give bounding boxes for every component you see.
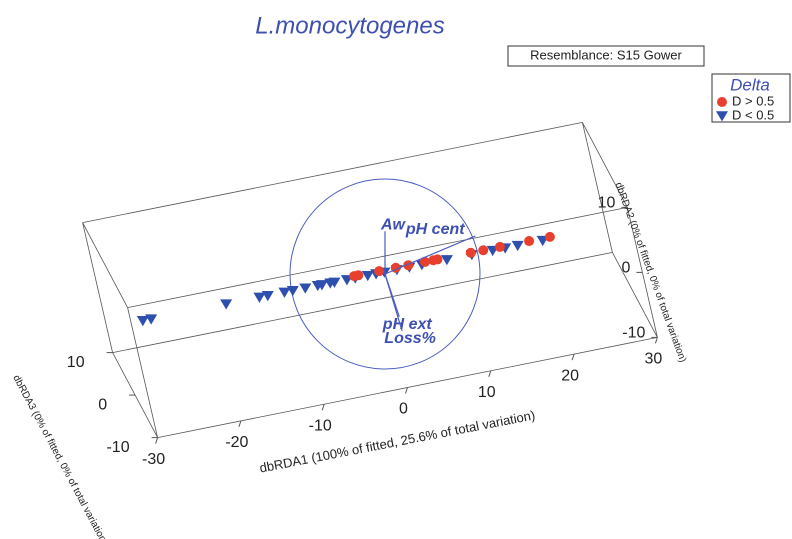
y-tick-label: -10 bbox=[622, 325, 645, 342]
point bbox=[544, 231, 555, 242]
vector bbox=[384, 273, 403, 332]
z-tick-label: 0 bbox=[98, 396, 107, 413]
box-edge bbox=[82, 122, 583, 223]
vector-label: Loss% bbox=[384, 330, 436, 347]
box-edge bbox=[127, 307, 158, 438]
vector-label: pH cent bbox=[405, 221, 465, 238]
x-tick-label: 30 bbox=[645, 351, 663, 368]
annotation: Resemblance: S15 Gower bbox=[530, 47, 682, 62]
point bbox=[440, 255, 453, 266]
box-edge bbox=[582, 122, 613, 253]
point bbox=[136, 316, 149, 327]
point bbox=[494, 241, 505, 252]
z-tick-label: -10 bbox=[106, 439, 129, 456]
box-edge bbox=[112, 252, 613, 353]
point bbox=[465, 247, 476, 258]
y-tick-label: 10 bbox=[598, 195, 616, 212]
point bbox=[261, 290, 274, 302]
point bbox=[511, 240, 524, 252]
point bbox=[361, 270, 374, 282]
box-edge bbox=[582, 122, 628, 208]
correlation-circle bbox=[289, 178, 481, 370]
x-axis-title: dbRDA1 (100% of fitted, 25.6% of total v… bbox=[258, 407, 536, 475]
z-axis-title: dbRDA3 (0% of fitted, 0% of total variat… bbox=[10, 373, 109, 539]
point bbox=[478, 245, 489, 256]
point bbox=[145, 314, 158, 325]
x-tick bbox=[571, 353, 575, 361]
z-tick-label: 10 bbox=[67, 354, 85, 371]
legend-label: D < 0.5 bbox=[732, 107, 774, 122]
box-edge bbox=[82, 222, 113, 353]
box-edge bbox=[612, 252, 658, 338]
vector bbox=[384, 235, 476, 275]
point bbox=[315, 280, 328, 291]
legend-marker bbox=[716, 111, 728, 122]
box-edge bbox=[127, 207, 628, 308]
x-tick-label: -30 bbox=[142, 451, 165, 468]
chart-title: L.monocytogenes bbox=[255, 12, 444, 39]
legend-marker bbox=[717, 97, 727, 107]
x-tick-label: 20 bbox=[561, 367, 579, 384]
point bbox=[286, 285, 299, 297]
x-tick-label: -20 bbox=[225, 434, 248, 451]
vector-label: Aw bbox=[380, 216, 407, 233]
point bbox=[374, 266, 385, 277]
x-tick bbox=[488, 370, 492, 377]
vector-label: pH ext bbox=[382, 316, 433, 333]
point bbox=[299, 283, 312, 294]
x-tick-label: 0 bbox=[399, 401, 408, 418]
x-tick bbox=[155, 437, 159, 444]
x-tick bbox=[321, 404, 325, 411]
point bbox=[419, 256, 430, 267]
legend-title: Delta bbox=[730, 75, 770, 94]
x-tick bbox=[405, 387, 408, 394]
point bbox=[353, 270, 364, 281]
x-tick-label: 10 bbox=[478, 384, 496, 401]
y-tick-label: 0 bbox=[621, 260, 630, 277]
legend-label: D > 0.5 bbox=[732, 93, 774, 108]
x-tick bbox=[238, 420, 242, 428]
x-tick-label: -10 bbox=[309, 417, 332, 434]
point bbox=[278, 287, 291, 298]
annotation-box bbox=[507, 45, 705, 67]
x-tick bbox=[654, 337, 658, 344]
point bbox=[220, 299, 233, 310]
box-edge bbox=[82, 222, 128, 308]
point bbox=[524, 236, 535, 247]
point bbox=[253, 292, 266, 303]
point bbox=[432, 254, 443, 265]
point bbox=[328, 277, 341, 288]
